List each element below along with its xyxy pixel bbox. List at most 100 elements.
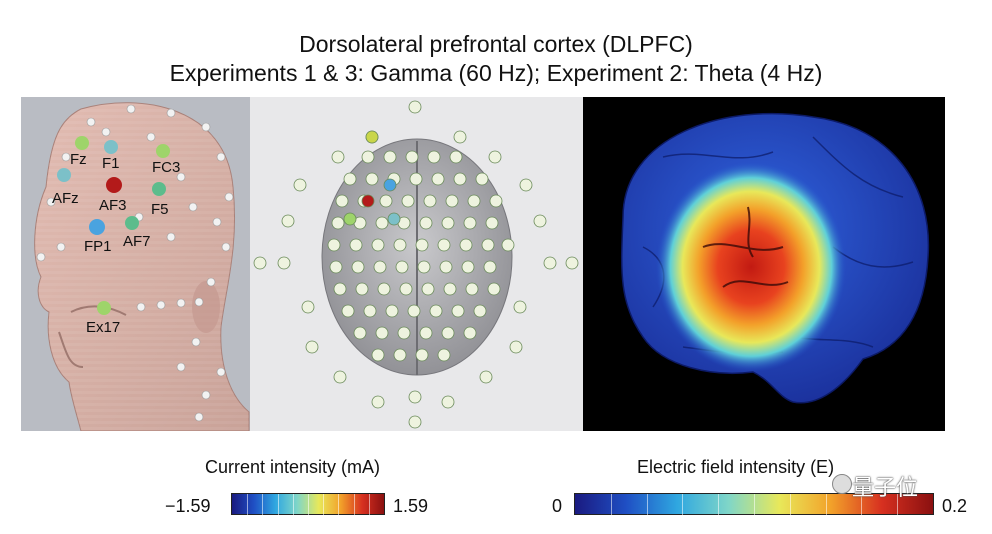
map-electrode xyxy=(373,260,387,274)
electrode-map-panel xyxy=(250,97,583,431)
map-electrode xyxy=(253,256,267,270)
map-electrode xyxy=(333,370,347,384)
map-electrode xyxy=(488,150,502,164)
map-electrode xyxy=(459,238,473,252)
head-electrode-panel: Fz F1 FC3 AFz AF3 F5 FP1 AF7 Ex17 xyxy=(21,97,250,431)
electrode-label-f1: F1 xyxy=(102,155,120,172)
map-electrode xyxy=(485,216,499,230)
colorbar-tick xyxy=(338,494,340,516)
map-electrode xyxy=(423,194,437,208)
figure-title-line1: Dorsolateral prefrontal cortex (DLPFC) xyxy=(299,31,693,57)
map-electrode xyxy=(407,304,421,318)
map-electrode xyxy=(385,304,399,318)
colorbar-tick xyxy=(861,494,863,516)
map-electrode xyxy=(375,326,389,340)
map-electrode xyxy=(281,214,295,228)
map-electrode xyxy=(441,395,455,409)
map-electrode xyxy=(353,326,367,340)
map-electrode xyxy=(355,282,369,296)
map-electrode xyxy=(453,130,467,144)
map-electrode xyxy=(363,304,377,318)
electrode-af3 xyxy=(106,177,122,193)
colorbar-tick xyxy=(754,494,755,516)
map-electrode xyxy=(331,216,345,230)
map-electrode xyxy=(443,282,457,296)
map-electrode xyxy=(377,282,391,296)
map-electrode xyxy=(449,150,463,164)
map-electrode xyxy=(349,238,363,252)
watermark: 量子位 xyxy=(852,475,919,500)
map-electrode xyxy=(431,172,445,186)
map-electrode xyxy=(467,194,481,208)
map-electrode xyxy=(463,326,477,340)
electrode-fc3 xyxy=(156,144,170,158)
colorbar-tick xyxy=(247,494,249,516)
current-colorbar-min: −1.59 xyxy=(165,496,211,516)
head-illustration xyxy=(34,102,250,431)
electrode-label-fz: Fz xyxy=(70,151,87,168)
map-electrode xyxy=(343,212,357,226)
map-electrode xyxy=(543,256,557,270)
figure-title-line2: Experiments 1 & 3: Gamma (60 Hz); Experi… xyxy=(169,60,823,86)
map-electrode xyxy=(481,238,495,252)
electrode-label-fp1: FP1 xyxy=(84,238,112,255)
colorbar-tick xyxy=(353,494,355,516)
colorbar-tick xyxy=(292,494,294,516)
map-electrode xyxy=(371,395,385,409)
colorbar-tick xyxy=(646,494,648,516)
map-electrode xyxy=(409,172,423,186)
map-electrode xyxy=(341,304,355,318)
electrode-map xyxy=(253,100,579,429)
colorbar-tick xyxy=(789,494,791,516)
electrode-f1 xyxy=(104,140,118,154)
efield-colorbar-max: 0.2 xyxy=(942,496,968,516)
colorbar-tick xyxy=(323,494,325,516)
map-electrode xyxy=(419,326,433,340)
map-electrode xyxy=(483,260,497,274)
map-electrode xyxy=(441,326,455,340)
map-electrode xyxy=(445,194,459,208)
map-electrode xyxy=(419,216,433,230)
map-electrode xyxy=(327,238,341,252)
colorbar-tick xyxy=(277,494,279,516)
map-electrode xyxy=(427,150,441,164)
map-electrode xyxy=(465,282,479,296)
map-electrode xyxy=(417,260,431,274)
map-electrode xyxy=(501,238,515,252)
map-electrode xyxy=(329,260,343,274)
colorbar-tick xyxy=(682,494,684,516)
map-electrode xyxy=(393,238,407,252)
electrode-label-fc3: FC3 xyxy=(152,159,181,176)
electrode-label-afz: AFz xyxy=(52,190,79,207)
current-intensity-colorbar xyxy=(231,493,385,516)
map-electrode xyxy=(361,194,375,208)
colorbar-tick xyxy=(368,494,370,516)
map-electrode xyxy=(441,216,455,230)
map-electrode xyxy=(408,390,422,404)
map-electrode xyxy=(437,348,451,362)
watermark-logo-icon xyxy=(832,474,852,494)
map-electrode xyxy=(513,300,527,314)
map-electrode xyxy=(421,282,435,296)
map-electrode xyxy=(361,150,375,164)
electric-field-brain xyxy=(620,112,930,404)
map-electrode xyxy=(379,194,393,208)
map-electrode xyxy=(383,178,397,192)
map-electrode xyxy=(365,130,379,144)
map-electrode xyxy=(473,304,487,318)
map-electrode xyxy=(463,216,477,230)
map-electrode xyxy=(439,260,453,274)
map-electrode xyxy=(475,172,489,186)
map-electrode xyxy=(293,178,307,192)
map-electrode xyxy=(335,194,349,208)
map-electrode xyxy=(429,304,443,318)
map-electrode xyxy=(383,150,397,164)
map-electrode xyxy=(387,212,401,226)
map-electrode xyxy=(343,172,357,186)
map-electrode xyxy=(487,282,501,296)
map-electrode xyxy=(331,150,345,164)
colorbar-tick xyxy=(262,494,264,516)
map-electrode xyxy=(408,415,422,429)
map-electrode xyxy=(415,348,429,362)
map-electrode xyxy=(405,150,419,164)
